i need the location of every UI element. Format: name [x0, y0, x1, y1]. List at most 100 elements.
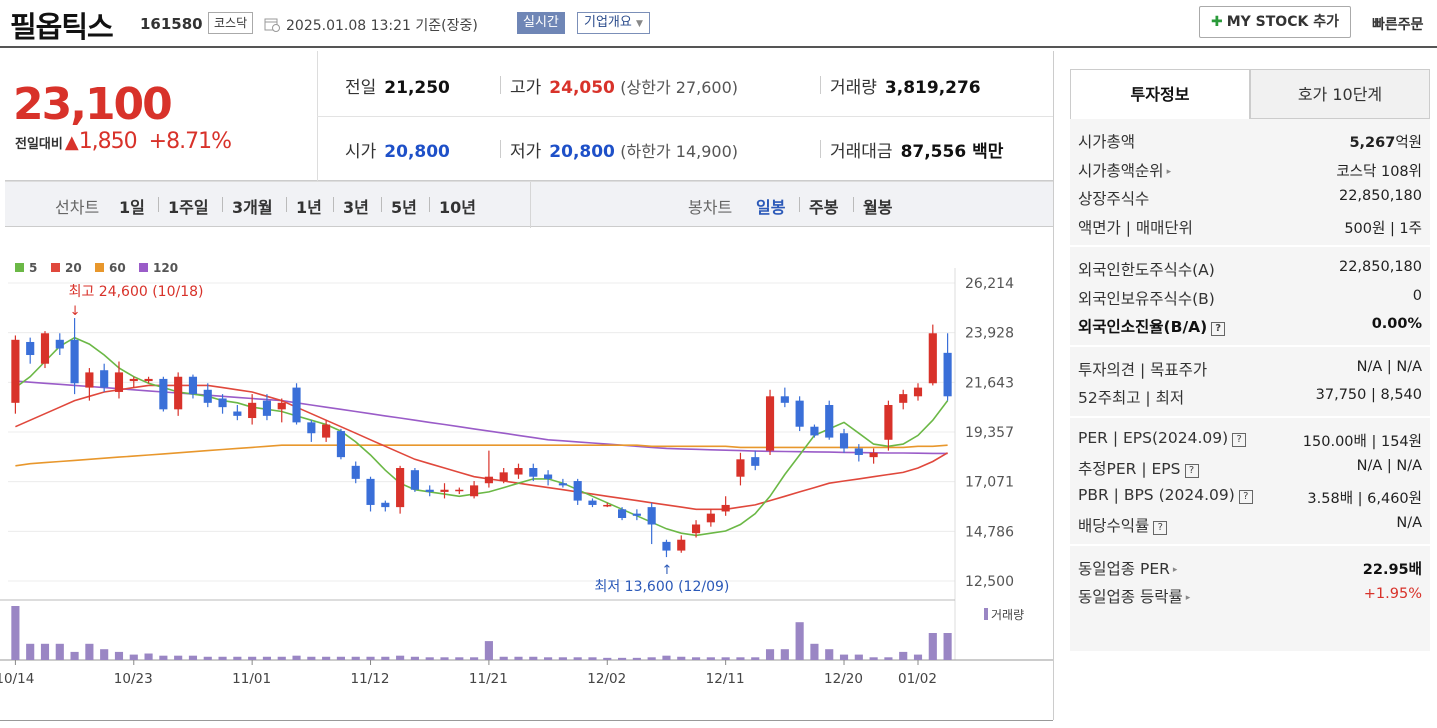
- volume-bar: [248, 656, 257, 660]
- volume-bar: [85, 643, 94, 660]
- candle-body: [144, 378, 153, 382]
- candle-body: [943, 352, 952, 397]
- volume-bar: [736, 657, 745, 660]
- period-5y[interactable]: 5년: [391, 198, 417, 217]
- candle-body: [618, 509, 627, 518]
- volume-bar: [765, 649, 775, 660]
- info-row: 52주최고 | 최저 37,750 | 8,540: [1078, 383, 1422, 411]
- volume-bar: [470, 657, 479, 660]
- volume-bar: [322, 656, 331, 660]
- volume-bar: [706, 657, 715, 660]
- info-key: 상장주식수: [1078, 190, 1150, 208]
- help-icon[interactable]: ?: [1211, 322, 1226, 336]
- volume-bar: [55, 643, 64, 660]
- volume-bar: [396, 655, 405, 660]
- volume-bar: [573, 657, 582, 660]
- help-icon[interactable]: ?: [1232, 432, 1247, 447]
- info-key: 외국인한도주식수(A): [1078, 261, 1215, 279]
- low-price: 저가 20,800 (하한가 14,900): [510, 142, 739, 162]
- volume-bar: [529, 656, 538, 660]
- volume-bar: [544, 657, 553, 660]
- candle-body: [410, 470, 419, 490]
- info-panel: 투자정보 호가 10단계 시가총액 5,267억원 시가총액순위 ▸ 코스닥 108위 상…: [1053, 51, 1437, 720]
- candle-body: [928, 333, 937, 384]
- quick-order-link[interactable]: 빠른주문: [1372, 17, 1424, 33]
- help-icon[interactable]: ?: [1153, 521, 1168, 535]
- stock-name: 필옵틱스: [10, 10, 114, 44]
- candle-body: [854, 448, 863, 455]
- tab-invest-info[interactable]: 투자정보: [1070, 69, 1250, 119]
- volume-bar: [233, 656, 242, 660]
- candle-weekly[interactable]: 주봉: [809, 198, 839, 217]
- info-row: 배당수익률? N/A: [1078, 511, 1422, 539]
- x-tick-label: 10/14: [0, 671, 34, 687]
- info-row: 투자의견 | 목표주가 N/A | N/A: [1078, 355, 1422, 383]
- high-annotation: 최고 24,600 (10/18): [69, 284, 204, 300]
- candle-body: [396, 468, 405, 508]
- info-key: 추정PER | EPS?: [1078, 457, 1199, 479]
- info-row: 외국인소진율(B/A)? 0.00%: [1078, 312, 1422, 340]
- stock-header: 필옵틱스 161580 코스닥 2025.01.08 13:21 기준(장중) …: [0, 0, 1437, 48]
- period-1d[interactable]: 1일: [119, 198, 145, 217]
- candle-body: [662, 541, 671, 551]
- period-1y[interactable]: 1년: [296, 198, 322, 217]
- volume-bar: [203, 656, 212, 660]
- candle-body: [11, 339, 20, 403]
- candle-body: [484, 476, 493, 484]
- period-3y[interactable]: 3년: [343, 198, 369, 217]
- help-icon[interactable]: ?: [1238, 489, 1253, 504]
- ma5-line: [14, 336, 949, 537]
- period-3m[interactable]: 3개월: [232, 198, 273, 217]
- volume-bar: [307, 656, 316, 660]
- market-badge: 코스닥: [208, 12, 254, 34]
- volume-bar: [40, 643, 50, 660]
- info-value: N/A: [1396, 515, 1422, 531]
- candle-body: [544, 474, 553, 479]
- volume-bar: [292, 655, 301, 660]
- period-1w[interactable]: 1주일: [168, 198, 209, 217]
- chevron-down-icon: ▼: [635, 19, 643, 29]
- volume-bar: [899, 651, 908, 660]
- volume-bar: [351, 656, 360, 660]
- my-stock-add-button[interactable]: ✚ MY STOCK 추가: [1199, 6, 1351, 38]
- volume-bar: [174, 655, 183, 660]
- price-box: 23,100 전일대비 ▲1,850 +8.71% 전일 21,250 고가 24,05…: [5, 51, 1053, 181]
- volume-bar: [159, 655, 168, 660]
- y-tick-label: 21,643: [965, 375, 1014, 391]
- realtime-button[interactable]: 실시간: [517, 12, 565, 34]
- volume-bar: [839, 654, 849, 660]
- x-tick-label: 11/12: [351, 671, 390, 687]
- x-tick-label: 01/02: [898, 671, 937, 687]
- high-price: 고가 24,050 (상한가 27,600): [510, 78, 739, 98]
- company-overview-dropdown[interactable]: 기업개요 ▼: [577, 12, 650, 34]
- info-value: 0.00%: [1371, 316, 1422, 332]
- candle-body: [455, 489, 464, 492]
- info-value: 5,267억원: [1349, 135, 1422, 151]
- up-arrow-icon: ↑: [661, 563, 672, 578]
- plus-icon: ✚: [1211, 14, 1223, 30]
- candle-daily[interactable]: 일봉: [756, 198, 786, 217]
- volume-bar: [854, 654, 863, 660]
- candle-chart-label: 봉차트: [688, 198, 733, 217]
- info-row: 추정PER | EPS? N/A | N/A: [1078, 454, 1422, 482]
- info-value: N/A | N/A: [1356, 358, 1422, 375]
- info-value: 0: [1412, 287, 1422, 304]
- candlestick-chart[interactable]: 26,214 23,928 21,643 19,357 17,071 14,786 12,5…: [0, 228, 1053, 720]
- period-10y[interactable]: 10년: [439, 198, 476, 217]
- help-icon[interactable]: ?: [1184, 464, 1199, 478]
- volume-bar: [188, 655, 198, 660]
- candle-body: [825, 404, 834, 438]
- info-key: PER | EPS(2024.09)?: [1078, 429, 1247, 447]
- candle-body: [248, 402, 257, 419]
- volume-bar: [410, 656, 419, 660]
- tab-quote-10[interactable]: 호가 10단계: [1250, 69, 1430, 119]
- volume-bar: [26, 643, 35, 660]
- caret-right-icon[interactable]: ▸: [1166, 166, 1172, 177]
- volume-bar: [795, 622, 804, 660]
- candle-body: [913, 387, 923, 397]
- caret-right-icon[interactable]: ▸: [1185, 593, 1191, 603]
- volume-bar: [381, 656, 390, 660]
- caret-right-icon[interactable]: ▸: [1172, 564, 1178, 575]
- my-stock-label: MY STOCK 추가: [1226, 14, 1339, 30]
- candle-monthly[interactable]: 월봉: [863, 198, 893, 217]
